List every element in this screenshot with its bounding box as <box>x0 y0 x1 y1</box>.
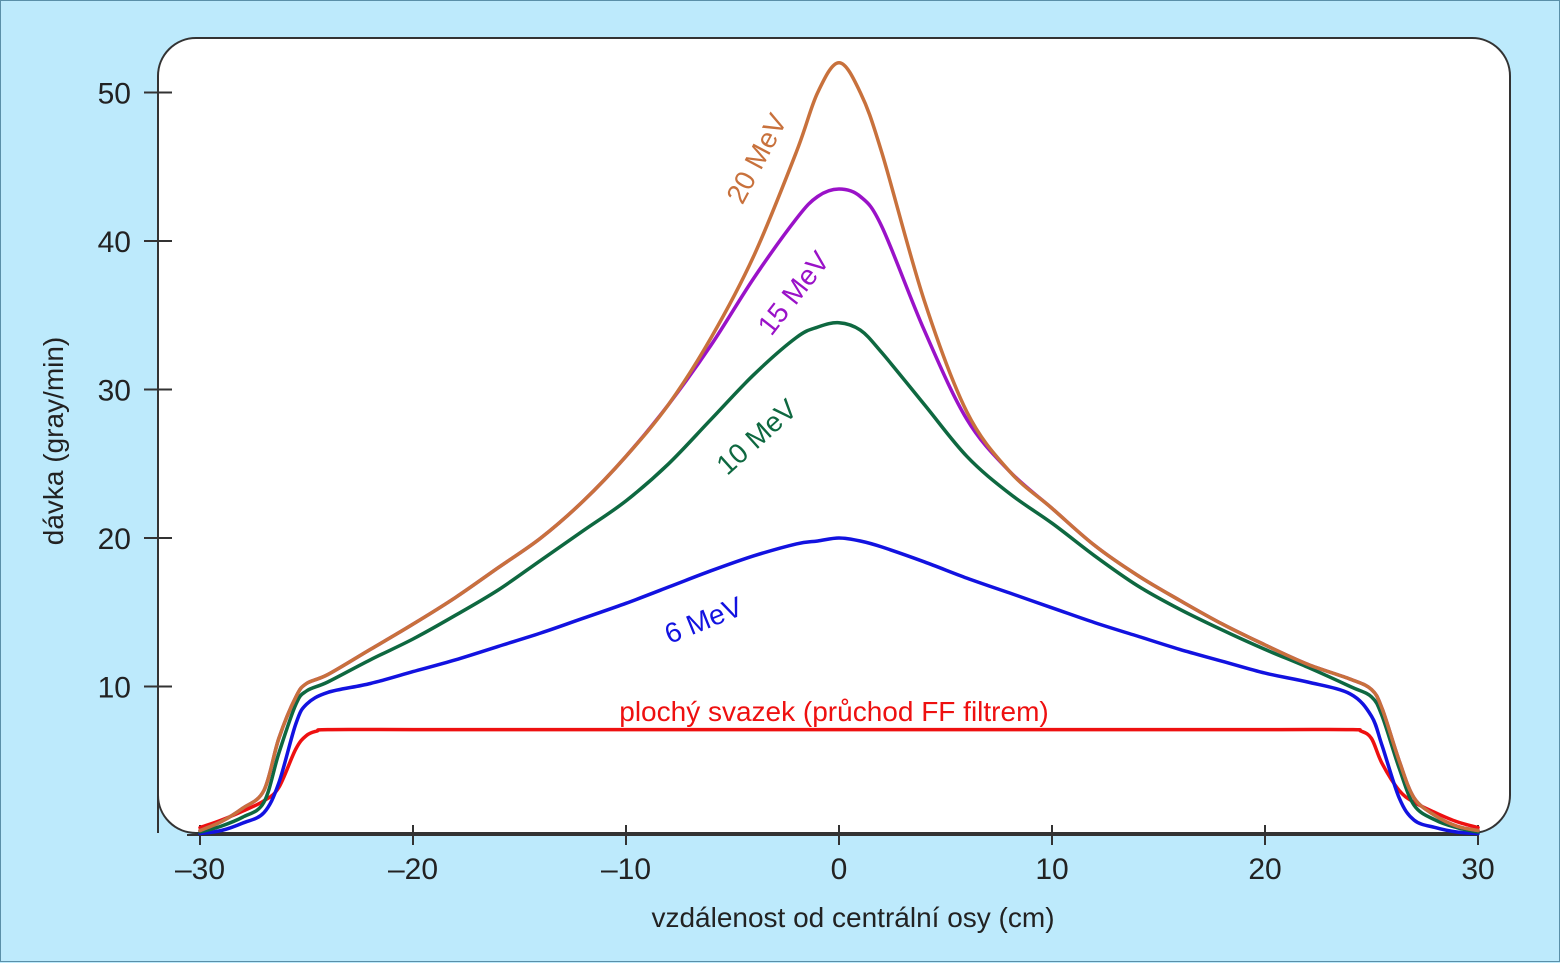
series-label-5: plochý svazek (průchod FF filtrem) <box>619 696 1048 727</box>
y-tick-label: 40 <box>98 226 131 259</box>
x-tick-label: 30 <box>1461 853 1494 886</box>
x-axis-title: vzdálenost od centrální osy (cm) <box>651 902 1054 933</box>
x-tick-label: 10 <box>1035 853 1068 886</box>
x-tick-label: –30 <box>175 853 225 886</box>
series-line-3 <box>198 320 1480 834</box>
axes: –30 –20 –10 0 10 20 30 10 20 30 40 50 <box>98 78 1495 887</box>
x-tick-label: –10 <box>601 853 651 886</box>
series-line-1 <box>198 61 1480 833</box>
y-tick-label: 10 <box>98 672 131 705</box>
series-line-4 <box>198 536 1480 836</box>
y-tick-label: 20 <box>98 523 131 556</box>
x-tick-label: 20 <box>1248 853 1281 886</box>
x-tick-label: –20 <box>388 853 438 886</box>
y-axis-title: dávka (gray/min) <box>38 337 69 546</box>
x-tick-label: 0 <box>831 853 848 886</box>
y-tick-label: 30 <box>98 375 131 408</box>
series-curves <box>198 61 1480 836</box>
y-tick-label: 50 <box>98 78 131 111</box>
